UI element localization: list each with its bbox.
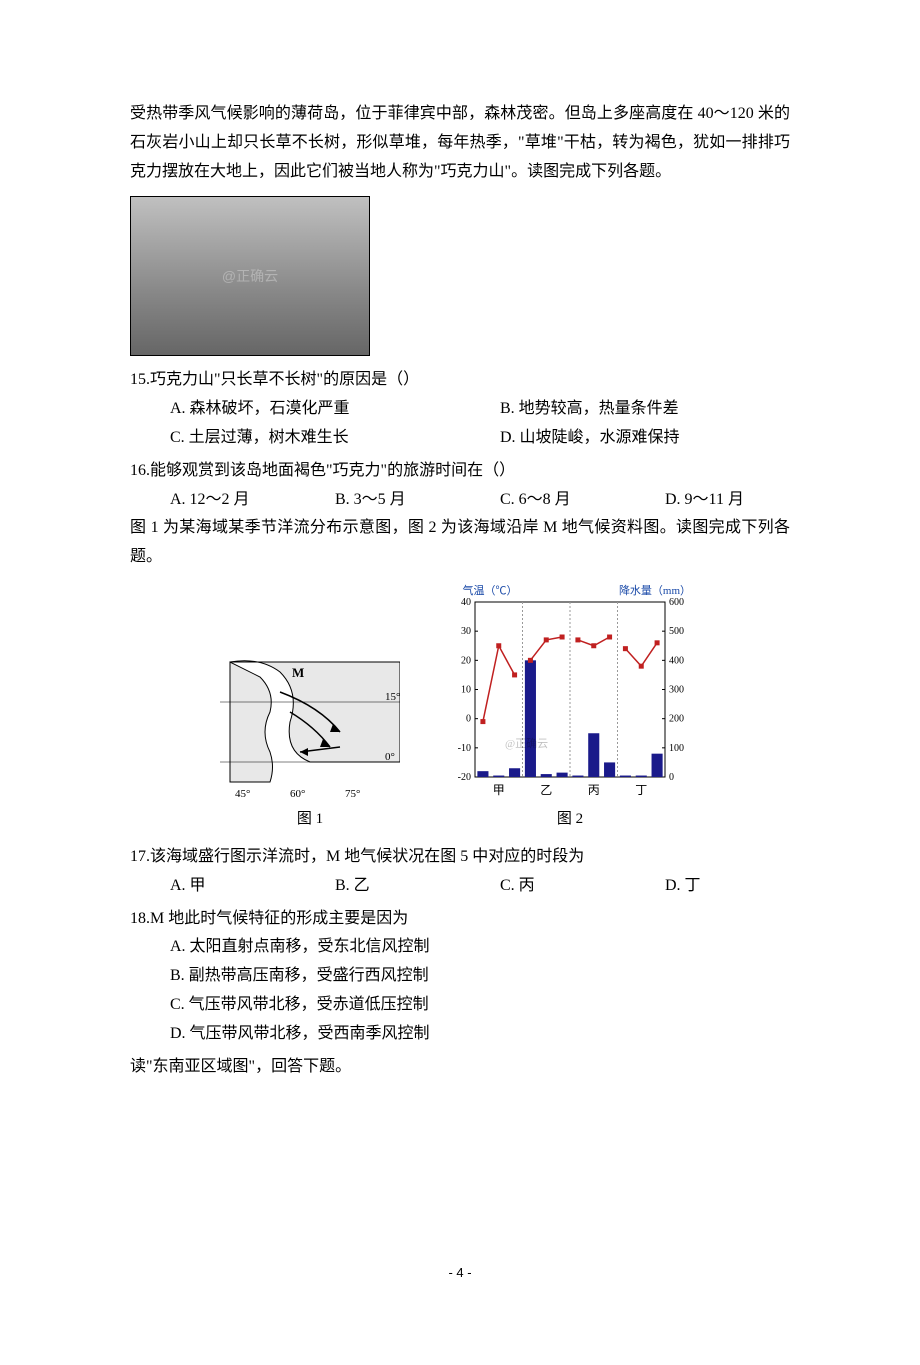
q16-option-b: B. 3～5 月 bbox=[295, 486, 460, 515]
lon-45-label: 45° bbox=[235, 788, 250, 800]
intro-paragraph-3: 读"东南亚区域图"，回答下题。 bbox=[130, 1053, 790, 1082]
lat-15-label: 15° bbox=[385, 691, 400, 703]
lon-75-label: 75° bbox=[345, 788, 360, 800]
q18-option-d: D. 气压带风带北移，受西南季风控制 bbox=[130, 1020, 790, 1049]
svg-text:30: 30 bbox=[461, 626, 471, 637]
svg-text:100: 100 bbox=[669, 743, 684, 754]
q18-options: A. 太阳直射点南移，受东北信风控制 B. 副热带高压南移，受盛行西风控制 C.… bbox=[130, 933, 790, 1048]
q15-text: 巧克力山"只长草不长树"的原因是（） bbox=[150, 371, 419, 388]
q18-number: 18. bbox=[130, 910, 150, 927]
lon-60-label: 60° bbox=[290, 788, 305, 800]
svg-text:300: 300 bbox=[669, 684, 684, 695]
svg-text:500: 500 bbox=[669, 626, 684, 637]
question-15: 15.巧克力山"只长草不长树"的原因是（） bbox=[130, 366, 790, 395]
q15-options: A. 森林破坏，石漠化严重 B. 地势较高，热量条件差 C. 土层过薄，树木难生… bbox=[130, 395, 790, 453]
q15-option-d: D. 山坡陡峻，水源难保持 bbox=[460, 424, 790, 453]
q15-option-b: B. 地势较高，热量条件差 bbox=[460, 395, 790, 424]
q17-options: A. 甲 B. 乙 C. 丙 D. 丁 bbox=[130, 872, 790, 901]
question-18: 18.M 地此时气候特征的形成主要是因为 bbox=[130, 905, 790, 934]
q15-option-a: A. 森林破坏，石漠化严重 bbox=[130, 395, 460, 424]
intro-paragraph-2: 图 1 为某海域某季节洋流分布示意图，图 2 为该海域沿岸 M 地气候资料图。读… bbox=[130, 514, 790, 572]
charts-container: 15° 0° M 45° 60° 75° 图 1 气温（℃） 降水量（mm） 40 3… bbox=[130, 582, 790, 833]
q17-option-a: A. 甲 bbox=[130, 872, 295, 901]
chart1-label: 图 1 bbox=[297, 806, 323, 833]
svg-text:400: 400 bbox=[669, 655, 684, 666]
map-chart-block: 15° 0° M 45° 60° 75° 图 1 bbox=[220, 652, 400, 833]
climate-chart-block: 气温（℃）降水量（mm）403020100-10-206005004003002… bbox=[440, 582, 700, 833]
svg-text:20: 20 bbox=[461, 655, 471, 666]
q18-option-a: A. 太阳直射点南移，受东北信风控制 bbox=[130, 933, 790, 962]
svg-text:丙: 丙 bbox=[588, 783, 600, 797]
q17-text: 该海域盛行图示洋流时，M 地气候状况在图 5 中对应的时段为 bbox=[150, 848, 584, 865]
q17-option-c: C. 丙 bbox=[460, 872, 625, 901]
q17-number: 17. bbox=[130, 848, 150, 865]
question-16: 16.能够观赏到该岛地面褐色"巧克力"的旅游时间在（） bbox=[130, 457, 790, 486]
q15-number: 15. bbox=[130, 371, 150, 388]
svg-text:降水量（mm）: 降水量（mm） bbox=[619, 583, 691, 597]
svg-text:40: 40 bbox=[461, 597, 471, 608]
svg-text:10: 10 bbox=[461, 684, 471, 695]
q17-option-d: D. 丁 bbox=[625, 872, 790, 901]
svg-text:@正确云: @正确云 bbox=[505, 737, 548, 750]
q16-option-d: D. 9～11 月 bbox=[625, 486, 790, 515]
chart2-label: 图 2 bbox=[557, 806, 583, 833]
page-number: - 4 - bbox=[130, 1261, 790, 1284]
svg-text:丁: 丁 bbox=[635, 783, 647, 797]
lat-0-label: 0° bbox=[385, 751, 395, 763]
svg-text:0: 0 bbox=[669, 772, 674, 783]
q18-option-b: B. 副热带高压南移，受盛行西风控制 bbox=[130, 962, 790, 991]
m-point-label: M bbox=[292, 665, 304, 680]
q16-option-a: A. 12～2 月 bbox=[130, 486, 295, 515]
svg-text:0: 0 bbox=[466, 714, 471, 725]
svg-text:-20: -20 bbox=[458, 772, 471, 783]
q18-option-c: C. 气压带风带北移，受赤道低压控制 bbox=[130, 991, 790, 1020]
chocolate-hills-image: @正确云 bbox=[130, 196, 370, 356]
svg-text:600: 600 bbox=[669, 597, 684, 608]
svg-text:甲: 甲 bbox=[493, 783, 505, 797]
q16-number: 16. bbox=[130, 462, 150, 479]
q17-option-b: B. 乙 bbox=[295, 872, 460, 901]
climate-chart: 气温（℃）降水量（mm）403020100-10-206005004003002… bbox=[440, 582, 700, 802]
q16-options: A. 12～2 月 B. 3～5 月 C. 6～8 月 D. 9～11 月 bbox=[130, 486, 790, 515]
ocean-current-map: 15° 0° M 45° 60° 75° bbox=[220, 652, 400, 802]
q18-text: M 地此时气候特征的形成主要是因为 bbox=[150, 910, 408, 927]
q15-option-c: C. 土层过薄，树木难生长 bbox=[130, 424, 460, 453]
intro-paragraph-1: 受热带季风气候影响的薄荷岛，位于菲律宾中部，森林茂密。但岛上多座高度在 40～1… bbox=[130, 100, 790, 186]
q16-option-c: C. 6～8 月 bbox=[460, 486, 625, 515]
svg-text:-10: -10 bbox=[458, 743, 471, 754]
svg-text:气温（℃）: 气温（℃） bbox=[463, 583, 518, 597]
question-17: 17.该海域盛行图示洋流时，M 地气候状况在图 5 中对应的时段为 bbox=[130, 843, 790, 872]
svg-text:乙: 乙 bbox=[540, 783, 552, 797]
svg-text:200: 200 bbox=[669, 714, 684, 725]
watermark-text: @正确云 bbox=[222, 264, 278, 289]
q16-text: 能够观赏到该岛地面褐色"巧克力"的旅游时间在（） bbox=[150, 462, 515, 479]
